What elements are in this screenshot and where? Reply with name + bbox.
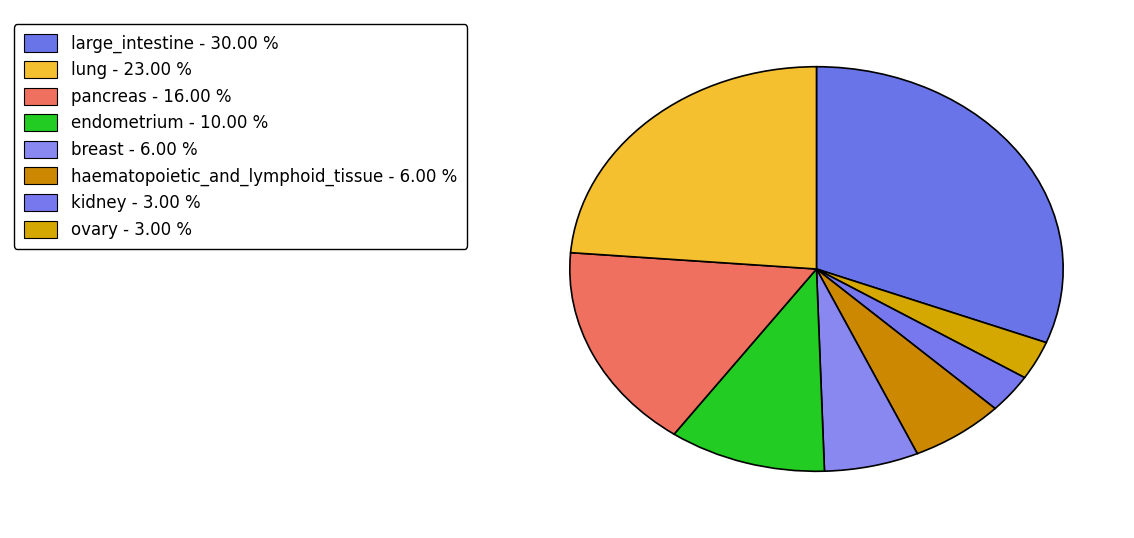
Wedge shape (816, 269, 917, 471)
Wedge shape (816, 269, 1025, 408)
Wedge shape (570, 67, 816, 269)
Wedge shape (816, 269, 996, 454)
Legend: large_intestine - 30.00 %, lung - 23.00 %, pancreas - 16.00 %, endometrium - 10.: large_intestine - 30.00 %, lung - 23.00 … (14, 24, 467, 249)
Wedge shape (816, 67, 1064, 343)
Wedge shape (674, 269, 824, 471)
Wedge shape (569, 253, 816, 434)
Wedge shape (816, 269, 1047, 378)
